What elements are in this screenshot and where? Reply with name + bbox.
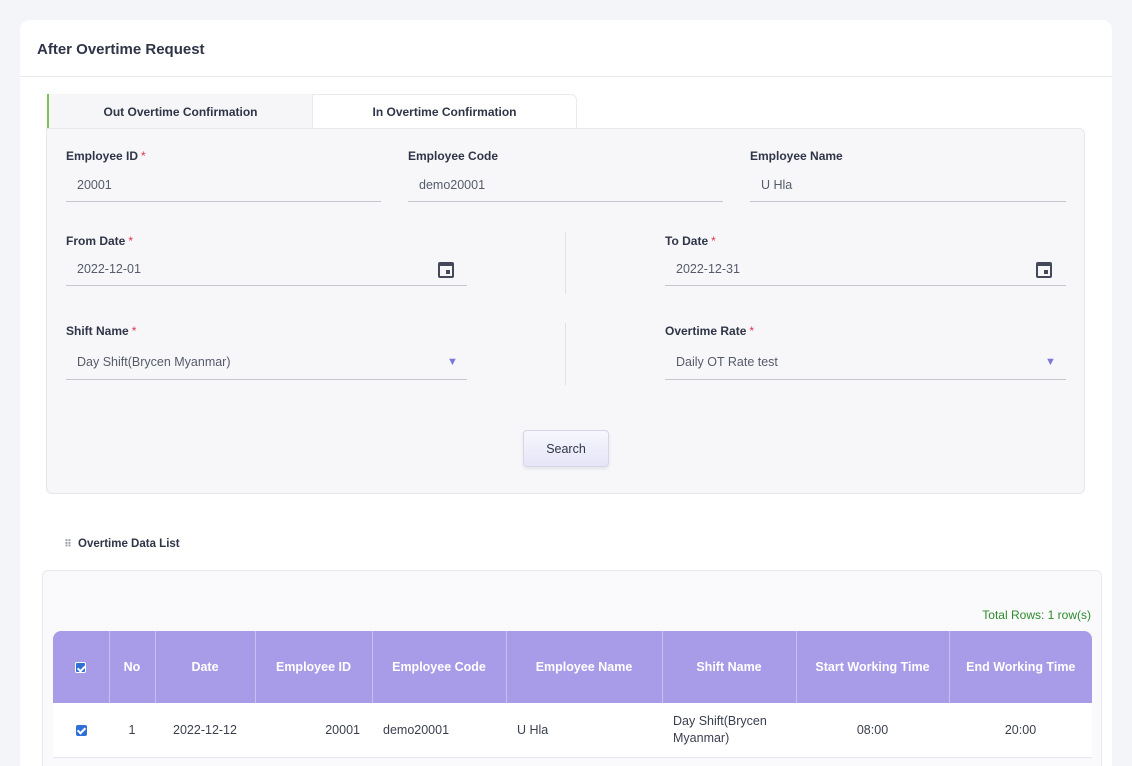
cell-no: 1: [109, 703, 155, 758]
page-title: After Overtime Request: [37, 41, 205, 58]
chevron-down-icon[interactable]: ▼: [1045, 356, 1056, 368]
tab-in-overtime-confirmation[interactable]: In Overtime Confirmation: [312, 94, 577, 129]
overtime-rate-label: Overtime Rate *: [665, 324, 755, 338]
tab-bar: Out Overtime Confirmation In Overtime Co…: [47, 94, 577, 129]
column-divider: [565, 323, 566, 385]
chevron-down-icon[interactable]: ▼: [447, 356, 458, 368]
calendar-icon[interactable]: [438, 262, 454, 278]
employee-id-field[interactable]: 20001: [77, 178, 112, 192]
required-mark: *: [131, 324, 137, 338]
column-header-date[interactable]: Date: [155, 631, 256, 703]
from-date-underline: [66, 285, 467, 286]
employee-code-label: Employee Code: [408, 149, 499, 163]
total-rows: Total Rows: 1 row(s): [982, 608, 1091, 622]
column-header-shift-name[interactable]: Shift Name: [662, 631, 797, 703]
search-button[interactable]: Search: [523, 430, 609, 467]
required-mark: *: [141, 149, 146, 163]
to-date-underline: [665, 285, 1066, 286]
select-all-checkbox-cell: [53, 631, 110, 703]
column-header-end-working-time[interactable]: End Working Time: [949, 631, 1092, 703]
overtime-table: No Date Employee ID Employee Code Employ…: [53, 631, 1092, 758]
cell-employee-name: U Hla: [506, 703, 662, 758]
from-date-label: From Date *: [66, 234, 134, 248]
tab-out-overtime-confirmation[interactable]: Out Overtime Confirmation: [47, 94, 312, 129]
table-row: 1 2022-12-12 20001 demo20001 U Hla Day S…: [53, 703, 1092, 758]
employee-name-field: U Hla: [761, 178, 793, 192]
required-mark: *: [711, 234, 716, 248]
required-mark: *: [128, 234, 134, 248]
shift-name-select[interactable]: Day Shift(Brycen Myanmar): [77, 355, 231, 369]
cell-end-working-time: 20:00: [949, 703, 1092, 758]
select-all-checkbox[interactable]: [75, 662, 87, 674]
calendar-icon[interactable]: [1036, 262, 1052, 278]
overtime-rate-underline: [665, 379, 1066, 380]
column-header-employee-name[interactable]: Employee Name: [506, 631, 663, 703]
required-mark: *: [749, 324, 755, 338]
overtime-rate-select[interactable]: Daily OT Rate test: [676, 355, 778, 369]
employee-name-label: Employee Name: [750, 149, 843, 163]
column-header-no[interactable]: No: [109, 631, 156, 703]
list-title: ⠿ Overtime Data List: [64, 538, 180, 550]
shift-name-label: Shift Name *: [66, 324, 137, 338]
drag-handle-icon[interactable]: ⠿: [64, 538, 72, 550]
cell-employee-code: demo20001: [372, 703, 506, 758]
employee-id-underline: [66, 201, 381, 202]
employee-id-label: Employee ID *: [66, 149, 146, 163]
search-panel: Employee ID * 20001 Employee Code demo200…: [46, 128, 1085, 494]
employee-code-field: demo20001: [419, 178, 486, 192]
from-date-field[interactable]: 2022-12-01: [77, 262, 141, 276]
list-panel: Total Rows: 1 row(s) No Date Employee ID…: [42, 570, 1102, 766]
cell-date: 2022-12-12: [155, 703, 255, 758]
shift-name-underline: [66, 379, 467, 380]
column-header-employee-id[interactable]: Employee ID: [255, 631, 373, 703]
row-checkbox-cell: [53, 703, 109, 758]
row-checkbox[interactable]: [75, 724, 87, 736]
to-date-field[interactable]: 2022-12-31: [676, 262, 740, 276]
employee-name-underline: [750, 201, 1066, 202]
column-header-start-working-time[interactable]: Start Working Time: [796, 631, 950, 703]
column-header-employee-code[interactable]: Employee Code: [372, 631, 507, 703]
title-divider: [20, 76, 1112, 77]
table-header-row: No Date Employee ID Employee Code Employ…: [53, 631, 1092, 703]
employee-code-underline: [408, 201, 723, 202]
column-divider: [565, 232, 566, 294]
list-title-label: Overtime Data List: [78, 538, 180, 550]
to-date-label: To Date *: [665, 234, 716, 248]
overtime-request-card: After Overtime Request Out Overtime Conf…: [20, 20, 1112, 766]
cell-employee-id: 20001: [255, 703, 372, 758]
cell-shift-name: Day Shift(Brycen Myanmar): [662, 703, 796, 758]
cell-start-working-time: 08:00: [796, 703, 949, 758]
